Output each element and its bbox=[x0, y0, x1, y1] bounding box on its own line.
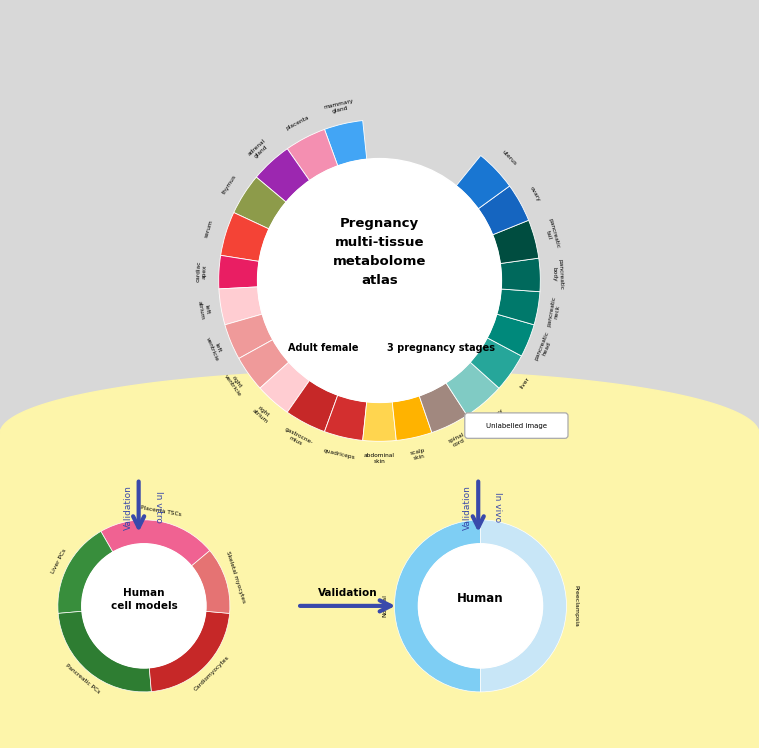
Circle shape bbox=[82, 544, 206, 668]
Wedge shape bbox=[419, 383, 467, 432]
Wedge shape bbox=[58, 531, 113, 613]
Wedge shape bbox=[456, 156, 509, 209]
Wedge shape bbox=[239, 340, 289, 388]
Wedge shape bbox=[480, 520, 566, 692]
Wedge shape bbox=[221, 212, 269, 262]
Text: pancreatic
head: pancreatic head bbox=[534, 331, 556, 364]
Text: Liver PCs: Liver PCs bbox=[50, 548, 68, 575]
Wedge shape bbox=[234, 177, 286, 229]
Text: Human
cell models: Human cell models bbox=[111, 588, 178, 612]
Wedge shape bbox=[260, 362, 310, 412]
Wedge shape bbox=[219, 255, 259, 289]
Text: abdominal
skin: abdominal skin bbox=[364, 453, 395, 464]
Text: scalp
skin: scalp skin bbox=[409, 447, 427, 462]
Text: 3 pregnancy stages: 3 pregnancy stages bbox=[387, 343, 495, 353]
Wedge shape bbox=[225, 314, 273, 358]
Text: Human: Human bbox=[457, 592, 504, 605]
Text: thymus: thymus bbox=[222, 174, 238, 195]
Text: mammary
gland: mammary gland bbox=[323, 98, 355, 116]
Wedge shape bbox=[500, 258, 540, 292]
Text: cardiac
apex: cardiac apex bbox=[196, 260, 208, 282]
Text: placenta: placenta bbox=[285, 114, 310, 131]
Wedge shape bbox=[478, 186, 528, 235]
Text: Placenta TSCs: Placenta TSCs bbox=[140, 506, 181, 518]
Wedge shape bbox=[257, 149, 310, 202]
Text: left
atrium: left atrium bbox=[197, 299, 211, 320]
Wedge shape bbox=[496, 289, 540, 325]
Circle shape bbox=[418, 544, 543, 668]
Wedge shape bbox=[392, 396, 432, 441]
Text: kidney: kidney bbox=[486, 408, 504, 424]
Text: gastrocne-
mius: gastrocne- mius bbox=[281, 426, 313, 450]
Wedge shape bbox=[363, 402, 396, 441]
Text: left
ventricie: left ventricie bbox=[205, 334, 225, 363]
Text: right
atrium: right atrium bbox=[250, 403, 272, 424]
Wedge shape bbox=[58, 611, 151, 692]
Text: In vivo: In vivo bbox=[493, 492, 502, 522]
Wedge shape bbox=[395, 520, 480, 692]
Text: Pancreatic PCs: Pancreatic PCs bbox=[64, 663, 100, 695]
Wedge shape bbox=[325, 120, 367, 166]
Text: pancreatic
body: pancreatic body bbox=[552, 259, 563, 290]
Text: Validation: Validation bbox=[124, 485, 133, 530]
Text: adrenal
gland: adrenal gland bbox=[247, 138, 271, 161]
Text: Cardiomyocytes: Cardiomyocytes bbox=[193, 655, 230, 692]
Text: serum: serum bbox=[204, 218, 214, 238]
Text: uterus: uterus bbox=[500, 150, 517, 167]
Text: Validation: Validation bbox=[463, 485, 472, 530]
Text: Pregnancy
multi-tissue
metabolome
atlas: Pregnancy multi-tissue metabolome atlas bbox=[332, 217, 427, 287]
Text: In vitro: In vitro bbox=[153, 491, 162, 523]
Wedge shape bbox=[446, 362, 499, 415]
Wedge shape bbox=[487, 314, 534, 356]
Wedge shape bbox=[150, 611, 229, 692]
Wedge shape bbox=[191, 551, 230, 613]
Text: Unlabelled image: Unlabelled image bbox=[486, 423, 547, 429]
Circle shape bbox=[257, 159, 502, 402]
Text: liver: liver bbox=[520, 376, 531, 389]
Text: Skeletal myocytes: Skeletal myocytes bbox=[225, 551, 246, 604]
Text: right
ventricie: right ventricie bbox=[222, 370, 247, 397]
Wedge shape bbox=[470, 338, 521, 388]
Wedge shape bbox=[493, 220, 539, 263]
Text: ovary: ovary bbox=[529, 186, 541, 203]
Text: quadriceps: quadriceps bbox=[323, 448, 356, 460]
Text: pancreatic
tail: pancreatic tail bbox=[542, 218, 561, 251]
Text: spinal
cord: spinal cord bbox=[447, 432, 468, 449]
Wedge shape bbox=[287, 129, 338, 180]
Bar bbox=[0, 0, 759, 486]
Text: Preeclampsia: Preeclampsia bbox=[574, 585, 578, 627]
Text: Adult female: Adult female bbox=[288, 343, 359, 353]
Text: pancreatic
neck: pancreatic neck bbox=[546, 295, 563, 328]
Wedge shape bbox=[219, 287, 263, 325]
Text: Normal: Normal bbox=[383, 595, 387, 617]
Text: Validation: Validation bbox=[317, 588, 377, 598]
Wedge shape bbox=[101, 520, 209, 566]
Wedge shape bbox=[287, 381, 338, 432]
Bar bbox=[0, 434, 759, 748]
Polygon shape bbox=[0, 370, 759, 748]
FancyBboxPatch shape bbox=[465, 413, 568, 438]
Wedge shape bbox=[325, 395, 367, 441]
